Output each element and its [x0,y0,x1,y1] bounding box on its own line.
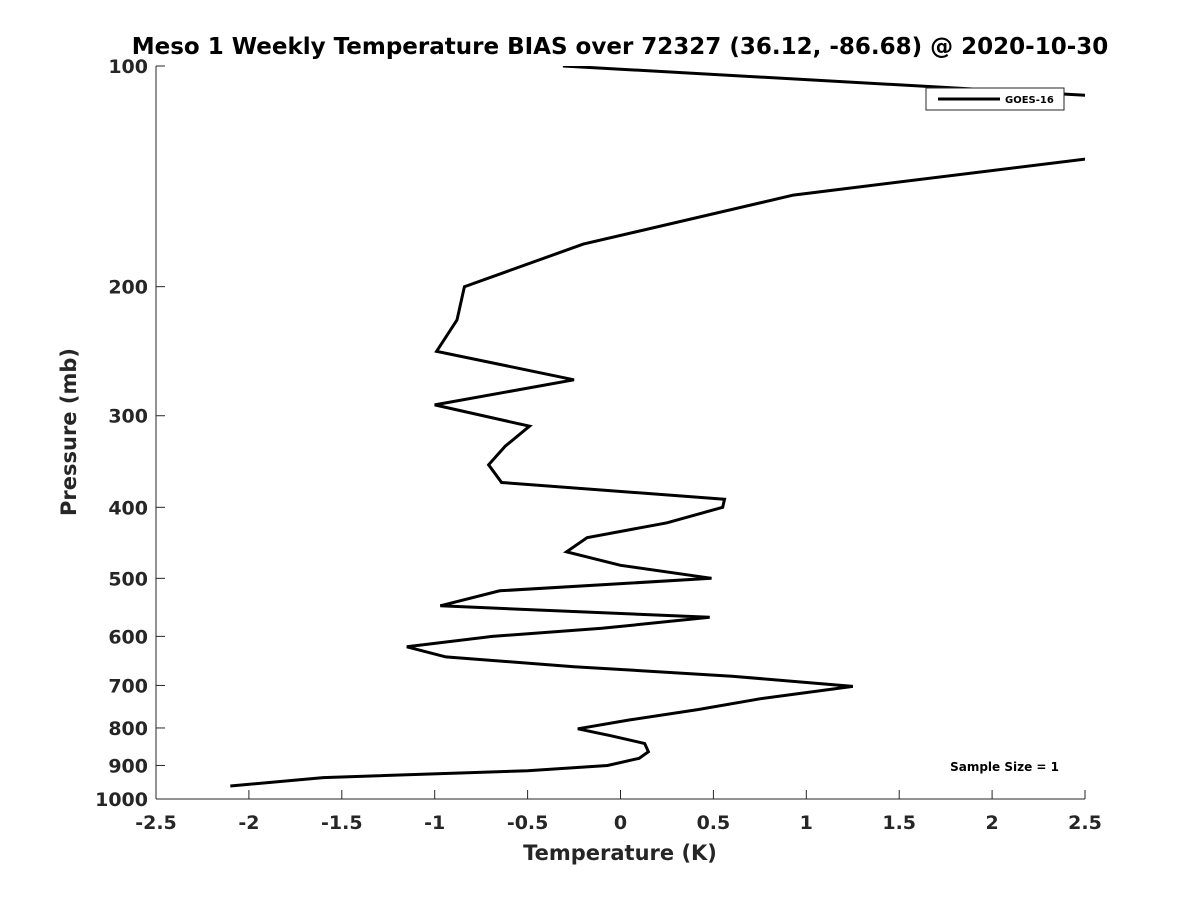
y-tick-label: 100 [108,56,148,78]
x-tick-label: -1.5 [321,812,363,834]
y-tick-label: 700 [108,675,148,697]
x-tick-label: 2 [985,812,998,834]
y-tick-label: 1000 [95,789,148,811]
plot-area: -2.5 -2 -1.5 -1 -0.5 0 0.5 1 1.5 2 2.5 100 200 300 40… [95,56,1102,834]
x-tick-label: -2 [238,812,259,834]
y-axis-label: Pressure (mb) [57,348,81,516]
x-tick-label: -1 [424,812,445,834]
x-tick-label: 2.5 [1068,812,1102,834]
series-line-goes-16 [230,66,1085,788]
x-tick-label: 1.5 [882,812,916,834]
y-axis-ticks: 100 200 300 400 500 600 700 800 900 1000 [95,56,165,811]
y-tick-label: 400 [108,497,148,519]
legend-entry-goes-16: GOES-16 [1005,95,1054,106]
y-tick-label: 800 [108,718,148,740]
x-axis-label: Temperature (K) [523,841,717,865]
x-tick-label: -2.5 [135,812,177,834]
x-tick-label: 0 [614,812,627,834]
x-tick-label: 0.5 [697,812,731,834]
x-axis-ticks: -2.5 -2 -1.5 -1 -0.5 0 0.5 1 1.5 2 2.5 [135,790,1102,834]
y-tick-label: 300 [108,406,148,428]
chart-title: Meso 1 Weekly Temperature BIAS over 7232… [132,34,1109,60]
y-tick-label: 500 [108,568,148,590]
sample-size-annotation: Sample Size = 1 [950,760,1059,774]
legend: GOES-16 [925,87,1065,111]
x-tick-label: -0.5 [507,812,549,834]
y-tick-label: 200 [108,277,148,299]
x-tick-label: 1 [800,812,813,834]
y-tick-label: 600 [108,626,148,648]
y-tick-label: 900 [108,755,148,777]
